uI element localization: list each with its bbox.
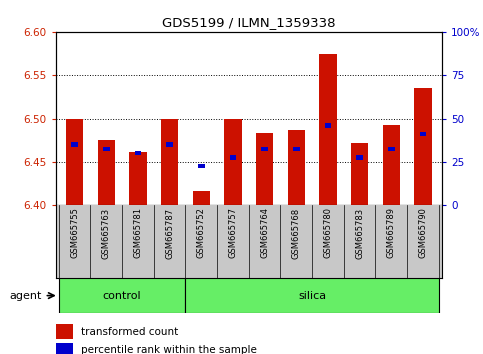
Bar [319, 53, 337, 205]
Text: GSM665781: GSM665781 [133, 207, 142, 258]
Bar [224, 119, 242, 205]
Text: GSM665790: GSM665790 [418, 207, 427, 258]
Text: GSM665755: GSM665755 [70, 207, 79, 258]
Bar [103, 147, 110, 151]
Text: GSM665763: GSM665763 [102, 207, 111, 259]
Bar [166, 142, 173, 147]
Text: GSM665780: GSM665780 [324, 207, 332, 258]
Bar [325, 123, 331, 128]
Bar [193, 192, 210, 205]
Bar [71, 142, 78, 147]
Bar [56, 325, 73, 339]
Text: GSM665768: GSM665768 [292, 207, 301, 259]
Bar [229, 155, 236, 160]
Bar [388, 147, 395, 151]
Bar [293, 147, 299, 151]
Bar [420, 132, 426, 136]
Bar [56, 343, 73, 354]
Text: GSM665752: GSM665752 [197, 207, 206, 258]
Text: agent: agent [9, 291, 41, 301]
Bar [129, 152, 147, 205]
Bar [66, 119, 83, 205]
Text: GSM665787: GSM665787 [165, 207, 174, 259]
Bar [161, 119, 178, 205]
Bar [356, 155, 363, 160]
Bar [414, 88, 432, 205]
Title: GDS5199 / ILMN_1359338: GDS5199 / ILMN_1359338 [162, 16, 336, 29]
Bar [383, 125, 400, 205]
Text: control: control [103, 291, 142, 301]
Bar [198, 164, 204, 169]
Text: silica: silica [298, 291, 326, 301]
Text: GSM665783: GSM665783 [355, 207, 364, 259]
Text: transformed count: transformed count [81, 327, 178, 337]
Bar [135, 151, 141, 155]
Bar [287, 130, 305, 205]
Bar [256, 133, 273, 205]
Bar [185, 278, 439, 313]
Text: percentile rank within the sample: percentile rank within the sample [81, 345, 256, 354]
Text: GSM665789: GSM665789 [387, 207, 396, 258]
Bar [261, 147, 268, 151]
Text: GSM665764: GSM665764 [260, 207, 269, 258]
Bar [59, 278, 185, 313]
Bar [351, 143, 369, 205]
Bar [98, 140, 115, 205]
Text: GSM665757: GSM665757 [228, 207, 238, 258]
